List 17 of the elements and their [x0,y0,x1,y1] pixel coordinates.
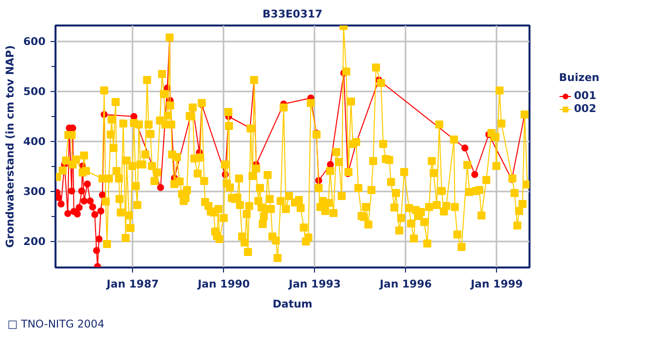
y-tick-label: 400 [23,135,46,148]
x-axis-title: Datum [272,298,312,310]
x-tick-label: Jan 1996 [378,278,432,290]
legend-title: Buizen [559,71,600,84]
chart-title: B33E0317 [262,8,322,20]
y-tick-label: 200 [23,235,46,248]
legend-label: 002 [574,102,596,115]
y-tick-label: 500 [23,85,46,98]
x-tick-label: Jan 1999 [470,278,523,290]
legend-label: 001 [574,89,596,102]
x-tick-label: Jan 1990 [196,278,250,290]
text: □ TNO-NITG 2004 [8,318,105,330]
y-axis-title: Grondwaterstand (in cm tov NAP) [3,45,16,248]
y-tick-label: 600 [23,35,46,48]
x-tick-label: Jan 1987 [106,278,159,290]
x-tick-label: Jan 1993 [288,278,341,290]
y-tick-label: 300 [23,185,46,198]
